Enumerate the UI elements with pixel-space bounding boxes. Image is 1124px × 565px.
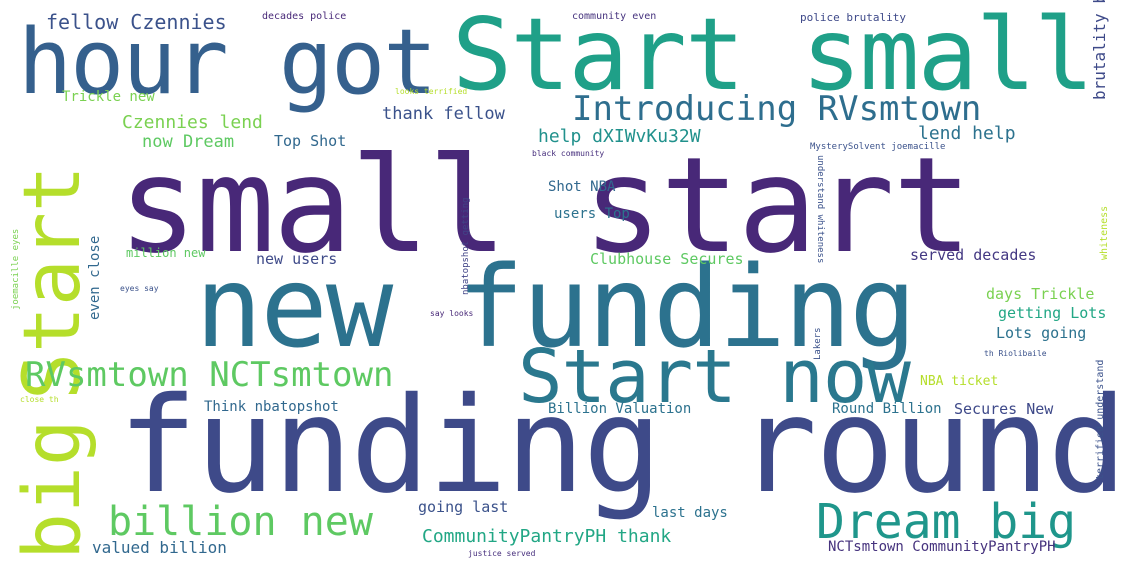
word-billion-new: billion new <box>108 499 373 545</box>
word-million-new: brutality black <box>1090 0 1109 100</box>
word-lots-going: getting Lots <box>998 304 1107 322</box>
word-start-small: Start small <box>452 0 1094 113</box>
word-lend-help: lend help <box>918 123 1016 144</box>
word-czennies-lend: Czennies lend <box>122 112 263 133</box>
word-black-community: black community <box>532 149 605 158</box>
word-last-days: going last <box>418 498 509 516</box>
word-top-shot: Top Shot <box>274 132 347 150</box>
word-mysterysolvent-joemacille: MysterySolvent joemacille <box>810 142 946 152</box>
word-now-dream: now Dream <box>142 132 235 152</box>
word-say-looks: say looks <box>430 309 474 318</box>
word-hour-got: hour got <box>18 10 437 115</box>
word-introducing-rvsmtown: Introducing RVsmtown <box>572 89 982 129</box>
word-lakers: understand whiteness <box>815 155 825 264</box>
word-eyes-say: eyes say <box>120 284 159 293</box>
word-new-funding: new funding <box>195 243 917 373</box>
word-fellow-czennies: fellow Czennies <box>46 10 227 34</box>
word-police-brutality: police brutality <box>800 11 906 24</box>
word-nbatopshot-getting: even close <box>87 235 103 320</box>
word-start-now: Start now <box>518 334 911 420</box>
word-billion-valuation: Think nbatopshot <box>204 399 339 415</box>
word-understand-whiteness: nbatopshot getting <box>461 197 471 295</box>
word-new-users: million new <box>126 246 206 260</box>
word-joemacille-eyes: joemacille eyes <box>11 228 21 310</box>
word-nba-ticket: Lots going <box>996 324 1087 342</box>
word-communitypantryph-thank: valued billion <box>92 538 227 557</box>
word-community-even: community even <box>572 11 657 22</box>
word-rvsmtown-nctsmtown: RVsmtown NCTsmtown <box>25 355 394 395</box>
word-clubhouse-secures: new users <box>256 250 338 268</box>
word-valued-billion: last days <box>652 505 728 521</box>
word-help-dxiwvku32w: help dXIWvKu32W <box>538 126 701 147</box>
word-terrified-understand: whiteness <box>1099 205 1110 260</box>
word-even-close: justice served <box>468 549 536 558</box>
word-justice-served: NCTsmtown CommunityPantryPH <box>828 539 1056 555</box>
word-funding-round: funding round <box>118 369 1124 523</box>
word-big: big <box>8 419 98 560</box>
word-going-last: Secures New <box>954 400 1054 418</box>
word-think-nbatopshot: NBA ticket <box>920 374 999 389</box>
word-dream-big: Dream big <box>816 494 1077 550</box>
word-th-riolibaile: th Riolibaile <box>984 349 1047 358</box>
word-getting-lots: days Trickle <box>986 285 1095 303</box>
word-decades-police: decades police <box>262 11 347 22</box>
word-nctsmtown-communitypantryph: CommunityPantryPH thank <box>422 526 672 547</box>
word-shot-nba: Shot NBA <box>548 179 616 195</box>
word-whiteness: Lakers <box>813 327 823 360</box>
word-secures-new: Round Billion <box>832 401 942 417</box>
word-looks-terrified: looks terrified <box>395 87 468 96</box>
word-round-billion: Billion Valuation <box>548 401 692 417</box>
word-close-th: close th <box>20 395 59 404</box>
word-brutality-black: terrified understand <box>1095 359 1106 480</box>
word-thank-fellow: thank fellow <box>382 104 505 124</box>
word-served-decades: Clubhouse Secures <box>590 250 744 268</box>
word-trickle-new: Trickle new <box>62 89 155 105</box>
word-days-trickle: served decades <box>910 246 1037 264</box>
word-small-start: small start <box>118 129 972 283</box>
word-users-top: users Top <box>554 206 630 222</box>
